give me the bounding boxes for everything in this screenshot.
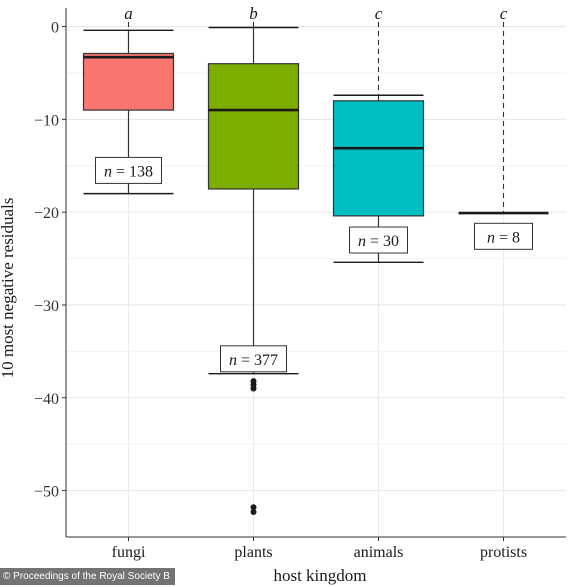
y-tick-label: −50	[34, 484, 59, 501]
x-tick-label: animals	[354, 544, 404, 561]
y-tick-label: −40	[34, 391, 59, 408]
credit-badge: © Proceedings of the Royal Society B	[0, 568, 175, 585]
n-label-box	[349, 226, 408, 254]
significance-letter: a	[124, 4, 133, 23]
outlier-point	[250, 504, 257, 511]
n-label-box	[220, 345, 287, 373]
box-iqr	[207, 63, 300, 190]
n-label: n = 8	[487, 229, 520, 246]
box-group: b n = 377	[207, 4, 300, 515]
box-group: c n = 8	[458, 4, 549, 250]
y-tick-label: −10	[34, 112, 59, 129]
significance-letter: c	[500, 4, 508, 23]
box-group: a n = 138	[82, 4, 175, 195]
y-tick-label: −20	[34, 205, 59, 222]
boxes: a n = 138 b n = 377 c n = 30 c n = 8	[82, 4, 549, 515]
x-tick-label: protists	[480, 544, 527, 561]
x-axis: fungi plants animals protists	[66, 536, 566, 561]
n-label: n = 30	[358, 233, 399, 250]
y-axis-title: 10 most negative residuals	[0, 198, 17, 379]
x-tick-label: plants	[234, 544, 272, 561]
outlier-point	[250, 385, 257, 392]
box-iqr	[332, 100, 425, 217]
x-tick-label: fungi	[112, 544, 146, 561]
y-tick-label: −30	[34, 298, 59, 315]
significance-letter: c	[375, 4, 383, 23]
n-label: n = 377	[229, 352, 278, 369]
y-tick-label: 0	[51, 20, 59, 37]
n-label-box	[95, 156, 162, 184]
outlier-point	[250, 508, 257, 515]
n-label-box	[474, 222, 533, 250]
n-label: n = 138	[104, 163, 153, 180]
box-iqr	[82, 52, 175, 111]
x-axis-title: host kingdom	[273, 566, 366, 585]
significance-letter: b	[249, 4, 258, 23]
box-group: c n = 30	[332, 4, 425, 263]
y-axis: 0 −10 −20 −30 −40 −50	[34, 8, 67, 537]
